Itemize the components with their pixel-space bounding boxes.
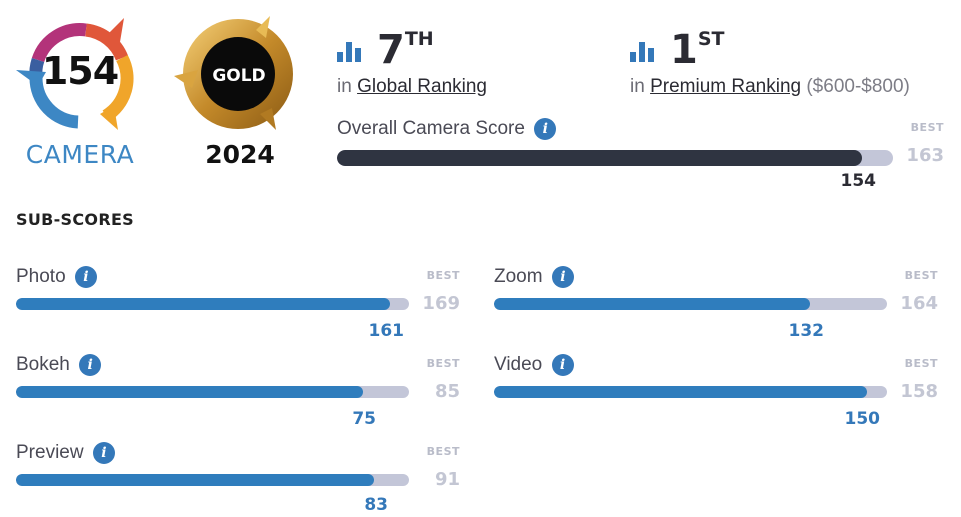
overall-score-value: 154	[840, 171, 877, 191]
info-icon[interactable]: i	[92, 442, 115, 464]
bar-chart-icon	[630, 42, 654, 62]
subscore-fill	[16, 474, 375, 486]
subscore-label: Video	[494, 354, 543, 375]
info-icon[interactable]: i	[551, 266, 574, 288]
overall-score-label-row: Overall Camera Score i	[337, 118, 557, 140]
subscore-photo: Photo i BEST 169 161	[16, 266, 466, 346]
info-icon[interactable]: i	[79, 354, 102, 376]
overall-best-value: 163	[906, 145, 944, 166]
info-icon[interactable]: i	[534, 118, 557, 140]
subscore-best-value: 85	[434, 381, 460, 402]
overall-best-label: BEST	[910, 121, 944, 134]
subscore-video: Video i BEST 158 150	[494, 354, 944, 434]
global-rank-prefix: in	[337, 76, 352, 97]
info-icon[interactable]: i	[74, 266, 97, 288]
camera-score-badge: 154	[16, 14, 144, 132]
subscore-fill	[494, 386, 868, 398]
subscore-best-label: BEST	[426, 269, 460, 282]
premium-price-range: ($600-$800)	[806, 76, 910, 97]
overall-score-bar	[337, 150, 893, 166]
subscore-best-value: 164	[900, 293, 938, 314]
subscore-value: 161	[368, 321, 405, 341]
subscore-bar	[16, 474, 409, 486]
global-rank-suffix: TH	[404, 28, 434, 50]
gold-award-badge: GOLD	[174, 16, 294, 132]
camera-score-value: 154	[41, 49, 119, 93]
camera-category-label: CAMERA	[25, 140, 135, 169]
subscore-best-label: BEST	[426, 357, 460, 370]
subscore-bar	[494, 386, 887, 398]
subscore-bokeh: Bokeh i BEST 85 75	[16, 354, 466, 434]
subscore-value: 132	[788, 321, 825, 341]
subscore-best-label: BEST	[904, 357, 938, 370]
bar-chart-icon	[337, 42, 361, 62]
global-rank-number: 7	[377, 27, 405, 73]
subscore-best-value: 169	[422, 293, 460, 314]
gold-medal-icon	[174, 16, 293, 130]
subscore-preview: Preview i BEST 91 83	[16, 442, 466, 517]
subscore-bar	[16, 298, 409, 310]
subscore-fill	[494, 298, 811, 310]
premium-ranking-link[interactable]: Premium Ranking	[650, 76, 802, 97]
subscore-best-value: 91	[434, 469, 460, 490]
subscore-label: Zoom	[494, 266, 543, 287]
premium-rank-suffix: ST	[697, 28, 725, 50]
subscore-best-label: BEST	[426, 445, 460, 458]
overall-score-fill	[337, 150, 863, 166]
award-year: 2024	[205, 140, 275, 169]
subscore-bar	[16, 386, 409, 398]
gold-award-label: GOLD	[212, 66, 266, 86]
camera-badge-ring-icon	[16, 18, 134, 130]
subscore-value: 150	[844, 409, 881, 429]
subscore-best-value: 158	[900, 381, 938, 402]
subscore-label: Photo	[16, 266, 66, 287]
premium-rank-prefix: in	[630, 76, 645, 97]
subscore-best-label: BEST	[904, 269, 938, 282]
subscore-zoom: Zoom i BEST 164 132	[494, 266, 944, 346]
info-icon[interactable]: i	[551, 354, 574, 376]
subscore-label: Bokeh	[16, 354, 70, 375]
subscore-fill	[16, 298, 391, 310]
subscore-value: 75	[352, 409, 376, 429]
overall-score-label: Overall Camera Score	[337, 118, 525, 139]
premium-rank-number: 1	[670, 27, 698, 73]
subscore-value: 83	[364, 495, 388, 515]
subscore-fill	[16, 386, 363, 398]
subscores-heading: SUB-SCORES	[16, 210, 134, 229]
subscore-label: Preview	[16, 442, 84, 463]
subscore-bar	[494, 298, 887, 310]
global-ranking-link[interactable]: Global Ranking	[357, 76, 487, 97]
